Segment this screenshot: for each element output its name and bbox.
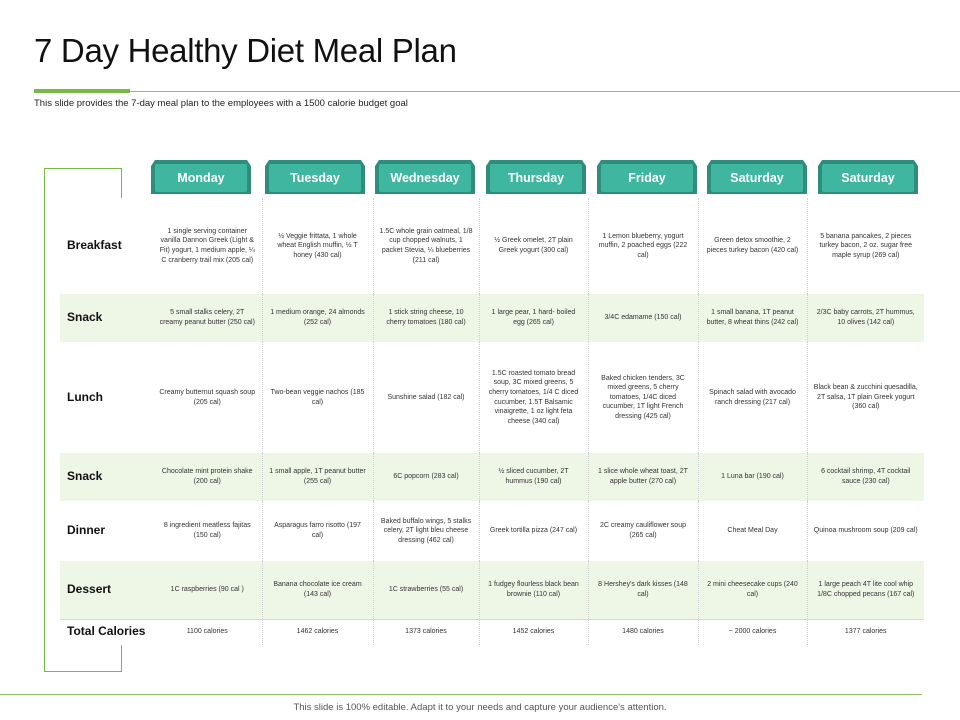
meal-cell: 5 banana pancakes, 2 pieces turkey bacon… xyxy=(819,232,913,259)
meal-cell: 1 small apple, 1T peanut butter (255 cal… xyxy=(262,453,374,501)
meal-cell: 1 fudgey flourless black bean brownie (1… xyxy=(479,561,589,619)
day-tab-tuesday: Tuesday xyxy=(265,160,365,196)
meal-plan-table: Breakfast 1 single serving container van… xyxy=(60,198,924,645)
meal-cell: 5 small stalks celery, 2T creamy peanut … xyxy=(153,294,263,342)
meal-cell: Green detox smoothie, 2 pieces turkey ba… xyxy=(698,198,808,294)
slide-subtitle: This slide provides the 7-day meal plan … xyxy=(34,98,408,109)
meal-cell: 6 cocktail shrimp, 4T cocktail sauce (23… xyxy=(807,453,924,501)
meal-cell: Two-bean veggie nachos (185 cal) xyxy=(262,342,374,453)
day-label: Friday xyxy=(601,164,693,192)
day-label: Thursday xyxy=(490,164,582,192)
bracket-bottom-tick xyxy=(121,645,122,672)
meal-cell: 1 single serving container vanilla Danno… xyxy=(153,198,263,294)
meal-cell: Creamy butternut squash soup (205 cal) xyxy=(153,342,263,453)
row-label-dessert: Dessert xyxy=(60,561,153,619)
row-total-calories: Total Calories 1100 calories 1462 calori… xyxy=(60,618,924,645)
day-tab-saturday-2: Saturday xyxy=(818,160,918,196)
meal-cell: ½ Greek omelet, 2T plain Greek yogurt (3… xyxy=(479,198,589,294)
meal-cell: 1 stick string cheese, 10 cherry tomatoe… xyxy=(373,294,480,342)
meal-cell: 1C strawberries (55 cal) xyxy=(373,561,480,619)
day-tab-monday: Monday xyxy=(151,160,251,196)
meal-cell: Quinoa mushroom soup (209 cal) xyxy=(813,527,918,535)
meal-cell: 1 slice whole wheat toast, 2T apple butt… xyxy=(588,453,699,501)
meal-cell: 2 mini cheesecake cups (240 cal) xyxy=(698,561,808,619)
bracket-top-tick xyxy=(121,168,122,198)
title-accent-bar xyxy=(34,89,130,93)
meal-cell: Greek tortilla pizza (247 cal) xyxy=(479,501,589,561)
meal-cell: 1 small banana, 1T peanut butter, 8 whea… xyxy=(698,294,808,342)
total-cell: 1377 calories xyxy=(807,618,924,645)
meal-cell: 1 Lemon blueberry, yogurt muffin, 2 poac… xyxy=(588,198,699,294)
meal-cell: Asparagus farro risotto (197 cal) xyxy=(262,501,374,561)
meal-cell: Sunshine salad (182 cal) xyxy=(373,342,480,453)
row-label-snack: Snack xyxy=(60,453,153,501)
meal-cell: 1 large pear, 1 hard- boiled egg (265 ca… xyxy=(479,294,589,342)
meal-cell: 1 Luna bar (190 cal) xyxy=(698,453,808,501)
row-label-dinner: Dinner xyxy=(67,523,106,538)
meal-cell: 1 medium orange, 24 almonds (252 cal) xyxy=(262,294,374,342)
meal-cell: 1.5C roasted tomato bread soup, 3C mixed… xyxy=(479,342,589,453)
meal-cell: 8 ingredient meatless fajitas (150 cal) xyxy=(153,501,263,561)
meal-cell: Black bean & zucchini quesadilla, 2T sal… xyxy=(813,384,918,411)
footer-divider xyxy=(0,694,922,695)
row-label-lunch: Lunch xyxy=(67,389,103,404)
slide-title: 7 Day Healthy Diet Meal Plan xyxy=(34,32,457,69)
meal-cell: Banana chocolate ice cream (143 cal) xyxy=(262,561,374,619)
total-cell: 1452 calories xyxy=(479,618,589,645)
day-tab-friday: Friday xyxy=(597,160,697,196)
total-cell: 1462 calories xyxy=(262,618,374,645)
meal-cell: 6C popcorn (283 cal) xyxy=(373,453,480,501)
day-label: Wednesday xyxy=(379,164,471,192)
meal-cell: 1.5C whole grain oatmeal, 1/8 cup choppe… xyxy=(373,198,480,294)
day-header-row: Monday Tuesday Wednesday Thursday Friday… xyxy=(151,160,923,198)
total-cell: 1100 calories xyxy=(153,618,263,645)
row-breakfast: Breakfast 1 single serving container van… xyxy=(60,198,924,294)
meal-cell: Baked buffalo wings, 5 stalks celery, 2T… xyxy=(373,501,480,561)
meal-cell: 2/3C baby carrots, 2T hummus, 10 olives … xyxy=(807,294,924,342)
row-label-snack: Snack xyxy=(60,294,153,342)
total-cell: 1373 calories xyxy=(373,618,480,645)
meal-cell: Cheat Meal Day xyxy=(698,501,808,561)
meal-cell: 1C raspberries (90 cal ) xyxy=(153,561,263,619)
day-label: Monday xyxy=(155,164,247,192)
row-snack-afternoon: Snack Chocolate mint protein shake (200 … xyxy=(60,453,924,501)
day-label: Tuesday xyxy=(269,164,361,192)
meal-cell: 2C creamy cauliflower soup (265 cal) xyxy=(588,501,699,561)
row-dessert: Dessert 1C raspberries (90 cal ) Banana … xyxy=(60,561,924,619)
row-label-total-calories: Total Calories xyxy=(60,618,153,645)
day-tab-wednesday: Wednesday xyxy=(375,160,475,196)
meal-cell: Baked chicken tenders, 3C mixed greens, … xyxy=(588,342,699,453)
meal-cell: Chocolate mint protein shake (200 cal) xyxy=(153,453,263,501)
meal-cell: 1 large peach 4T lite cool whip 1/8C cho… xyxy=(807,561,924,619)
meal-cell: Spinach salad with avocado ranch dressin… xyxy=(698,342,808,453)
meal-cell: ½ Veggie frittata, 1 whole wheat English… xyxy=(262,198,374,294)
day-tab-thursday: Thursday xyxy=(486,160,586,196)
day-tab-saturday: Saturday xyxy=(707,160,807,196)
row-dinner: Dinner 8 ingredient meatless fajitas (15… xyxy=(60,501,924,561)
meal-cell: 3/4C edamame (150 cal) xyxy=(588,294,699,342)
meal-cell: 8 Hershey's dark kisses (148 cal) xyxy=(588,561,699,619)
footer-note: This slide is 100% editable. Adapt it to… xyxy=(293,702,667,713)
title-divider xyxy=(130,91,960,92)
total-cell: ~ 2000 calories xyxy=(698,618,808,645)
row-snack-morning: Snack 5 small stalks celery, 2T creamy p… xyxy=(60,294,924,342)
total-cell: 1480 calories xyxy=(588,618,699,645)
row-lunch: Lunch Creamy butternut squash soup (205 … xyxy=(60,342,924,453)
meal-cell: ½ sliced cucumber, 2T hummus (190 cal) xyxy=(479,453,589,501)
day-label: Saturday xyxy=(711,164,803,192)
left-bracket-frame xyxy=(44,168,122,672)
row-label-breakfast: Breakfast xyxy=(67,238,122,253)
day-label: Saturday xyxy=(822,164,914,192)
